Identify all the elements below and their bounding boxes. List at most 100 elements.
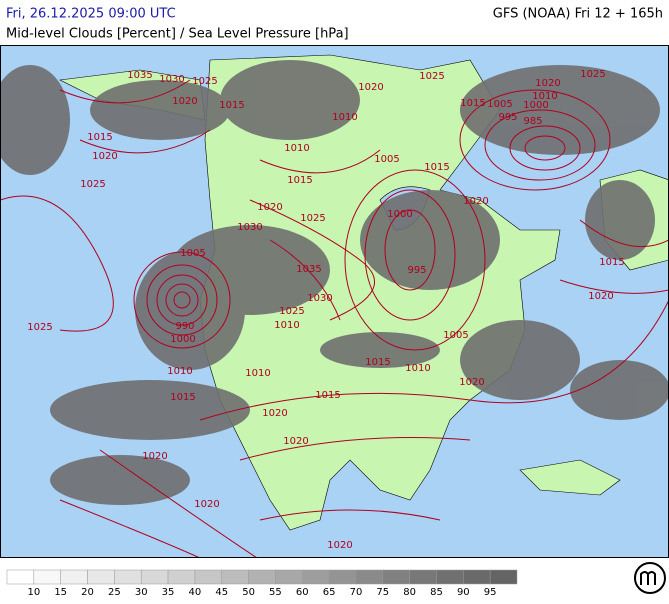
cloud [360, 190, 500, 290]
colorbar-label: 40 [189, 587, 202, 598]
valid-time: Fri, 26.12.2025 09:00 UTC [6, 7, 176, 22]
colorbar-box [248, 569, 276, 585]
cloud [460, 320, 580, 400]
isobar-label: 995 [407, 265, 426, 276]
isobar-label: 1015 [599, 257, 624, 268]
isobar-label: 1025 [580, 69, 605, 80]
isobar-label: 1010 [284, 143, 309, 154]
logo-ring [634, 562, 666, 594]
isobar-label: 1015 [87, 132, 112, 143]
isobar-label: 1000 [387, 209, 412, 220]
cloud [570, 360, 669, 420]
cloud [0, 65, 70, 175]
colorbar-label: 20 [81, 587, 94, 598]
isobar-label: 1005 [180, 248, 205, 259]
colorbar-box [382, 569, 410, 585]
colorbar-label: 90 [457, 587, 470, 598]
isobar-label: 1020 [535, 78, 560, 89]
isobar-label: 1015 [170, 392, 195, 403]
colorbar: 10 15 20 25 30 35 40 45 50 55 60 65 70 75 80 85 90 95 [6, 569, 518, 598]
isobar-label: 1020 [92, 151, 117, 162]
colorbar-label: 55 [269, 587, 282, 598]
colorbar-box [275, 569, 303, 585]
isobar-label: 1035 [296, 264, 321, 275]
isobar-label: 1010 [167, 366, 192, 377]
cloud [50, 455, 190, 505]
colorbar-box [355, 569, 384, 585]
isobar-label: 1025 [27, 322, 52, 333]
isobar-label: 990 [175, 321, 194, 332]
isobar-label: 1020 [194, 499, 219, 510]
model-run: GFS (NOAA) Fri 12 + 165h [493, 7, 663, 22]
colorbar-box [436, 569, 464, 585]
colorbar-box [6, 569, 35, 585]
colorbar-box [167, 569, 196, 585]
isobar-label: 985 [523, 116, 542, 127]
isobar-label: 1020 [172, 96, 197, 107]
logo [634, 562, 666, 594]
colorbar-label: 60 [296, 587, 309, 598]
isobar-label: 1020 [257, 202, 282, 213]
isobar-label: 1005 [443, 330, 468, 341]
isobar-label: 1020 [459, 377, 484, 388]
isobar-label: 1035 [127, 70, 152, 81]
cloud [320, 332, 440, 368]
colorbar-box [221, 569, 249, 585]
isobar-label: 1025 [192, 76, 217, 87]
colorbar-label: 70 [350, 587, 363, 598]
cloud-cover [0, 60, 669, 505]
cloud [460, 65, 660, 155]
isobar-label: 1010 [274, 320, 299, 331]
isobar-label: 1030 [307, 293, 332, 304]
isobar-label: 1025 [80, 179, 105, 190]
isobar-label: 1020 [283, 436, 308, 447]
colorbar-label: 30 [135, 587, 148, 598]
isobar-label: 1015 [219, 100, 244, 111]
colorbar-box [328, 569, 357, 585]
isobar-label: 1020 [262, 408, 287, 419]
colorbar-label: 25 [108, 587, 121, 598]
colorbar-box [114, 569, 142, 585]
cloud [220, 60, 360, 140]
isobar-label: 1010 [245, 368, 270, 379]
isobar-label: 1000 [170, 334, 195, 345]
colorbar-label: 75 [376, 587, 389, 598]
isobar-label: 1005 [487, 99, 512, 110]
cloud [50, 380, 250, 440]
isobar-label: 1030 [237, 222, 262, 233]
cuba [519, 459, 621, 496]
colorbar-box [489, 569, 518, 585]
isobar-label: 1015 [287, 175, 312, 186]
colorbar-box [302, 569, 330, 585]
colorbar-label: 85 [430, 587, 443, 598]
isobars [0, 79, 669, 558]
cloud [90, 80, 230, 140]
isobar-label: 1005 [374, 154, 399, 165]
isobar-label: 1020 [588, 291, 613, 302]
colorbar-label: 45 [215, 587, 228, 598]
colorbar-label: 80 [403, 587, 416, 598]
isobar-label: 1025 [300, 213, 325, 224]
colorbar-box [194, 569, 222, 585]
colorbar-label: 10 [27, 587, 40, 598]
colorbar-box [140, 569, 169, 585]
colorbar-label: 95 [484, 587, 497, 598]
isobar-label: 1015 [315, 390, 340, 401]
isobar-label: 1030 [159, 74, 184, 85]
isobar-label: 1015 [365, 357, 390, 368]
isobar-label: 1015 [460, 98, 485, 109]
colorbar-label: 65 [323, 587, 336, 598]
isobar-label: 995 [498, 112, 517, 123]
colorbar-box [60, 569, 88, 585]
colorbar-box [87, 569, 115, 585]
colorbar-label: 15 [54, 587, 67, 598]
colorbar-box [33, 569, 61, 585]
colorbar-label: 35 [162, 587, 175, 598]
cloud [585, 180, 655, 260]
isobar-label: 1025 [419, 71, 444, 82]
isobar-label: 1020 [142, 451, 167, 462]
isobar-label: 1020 [463, 196, 488, 207]
